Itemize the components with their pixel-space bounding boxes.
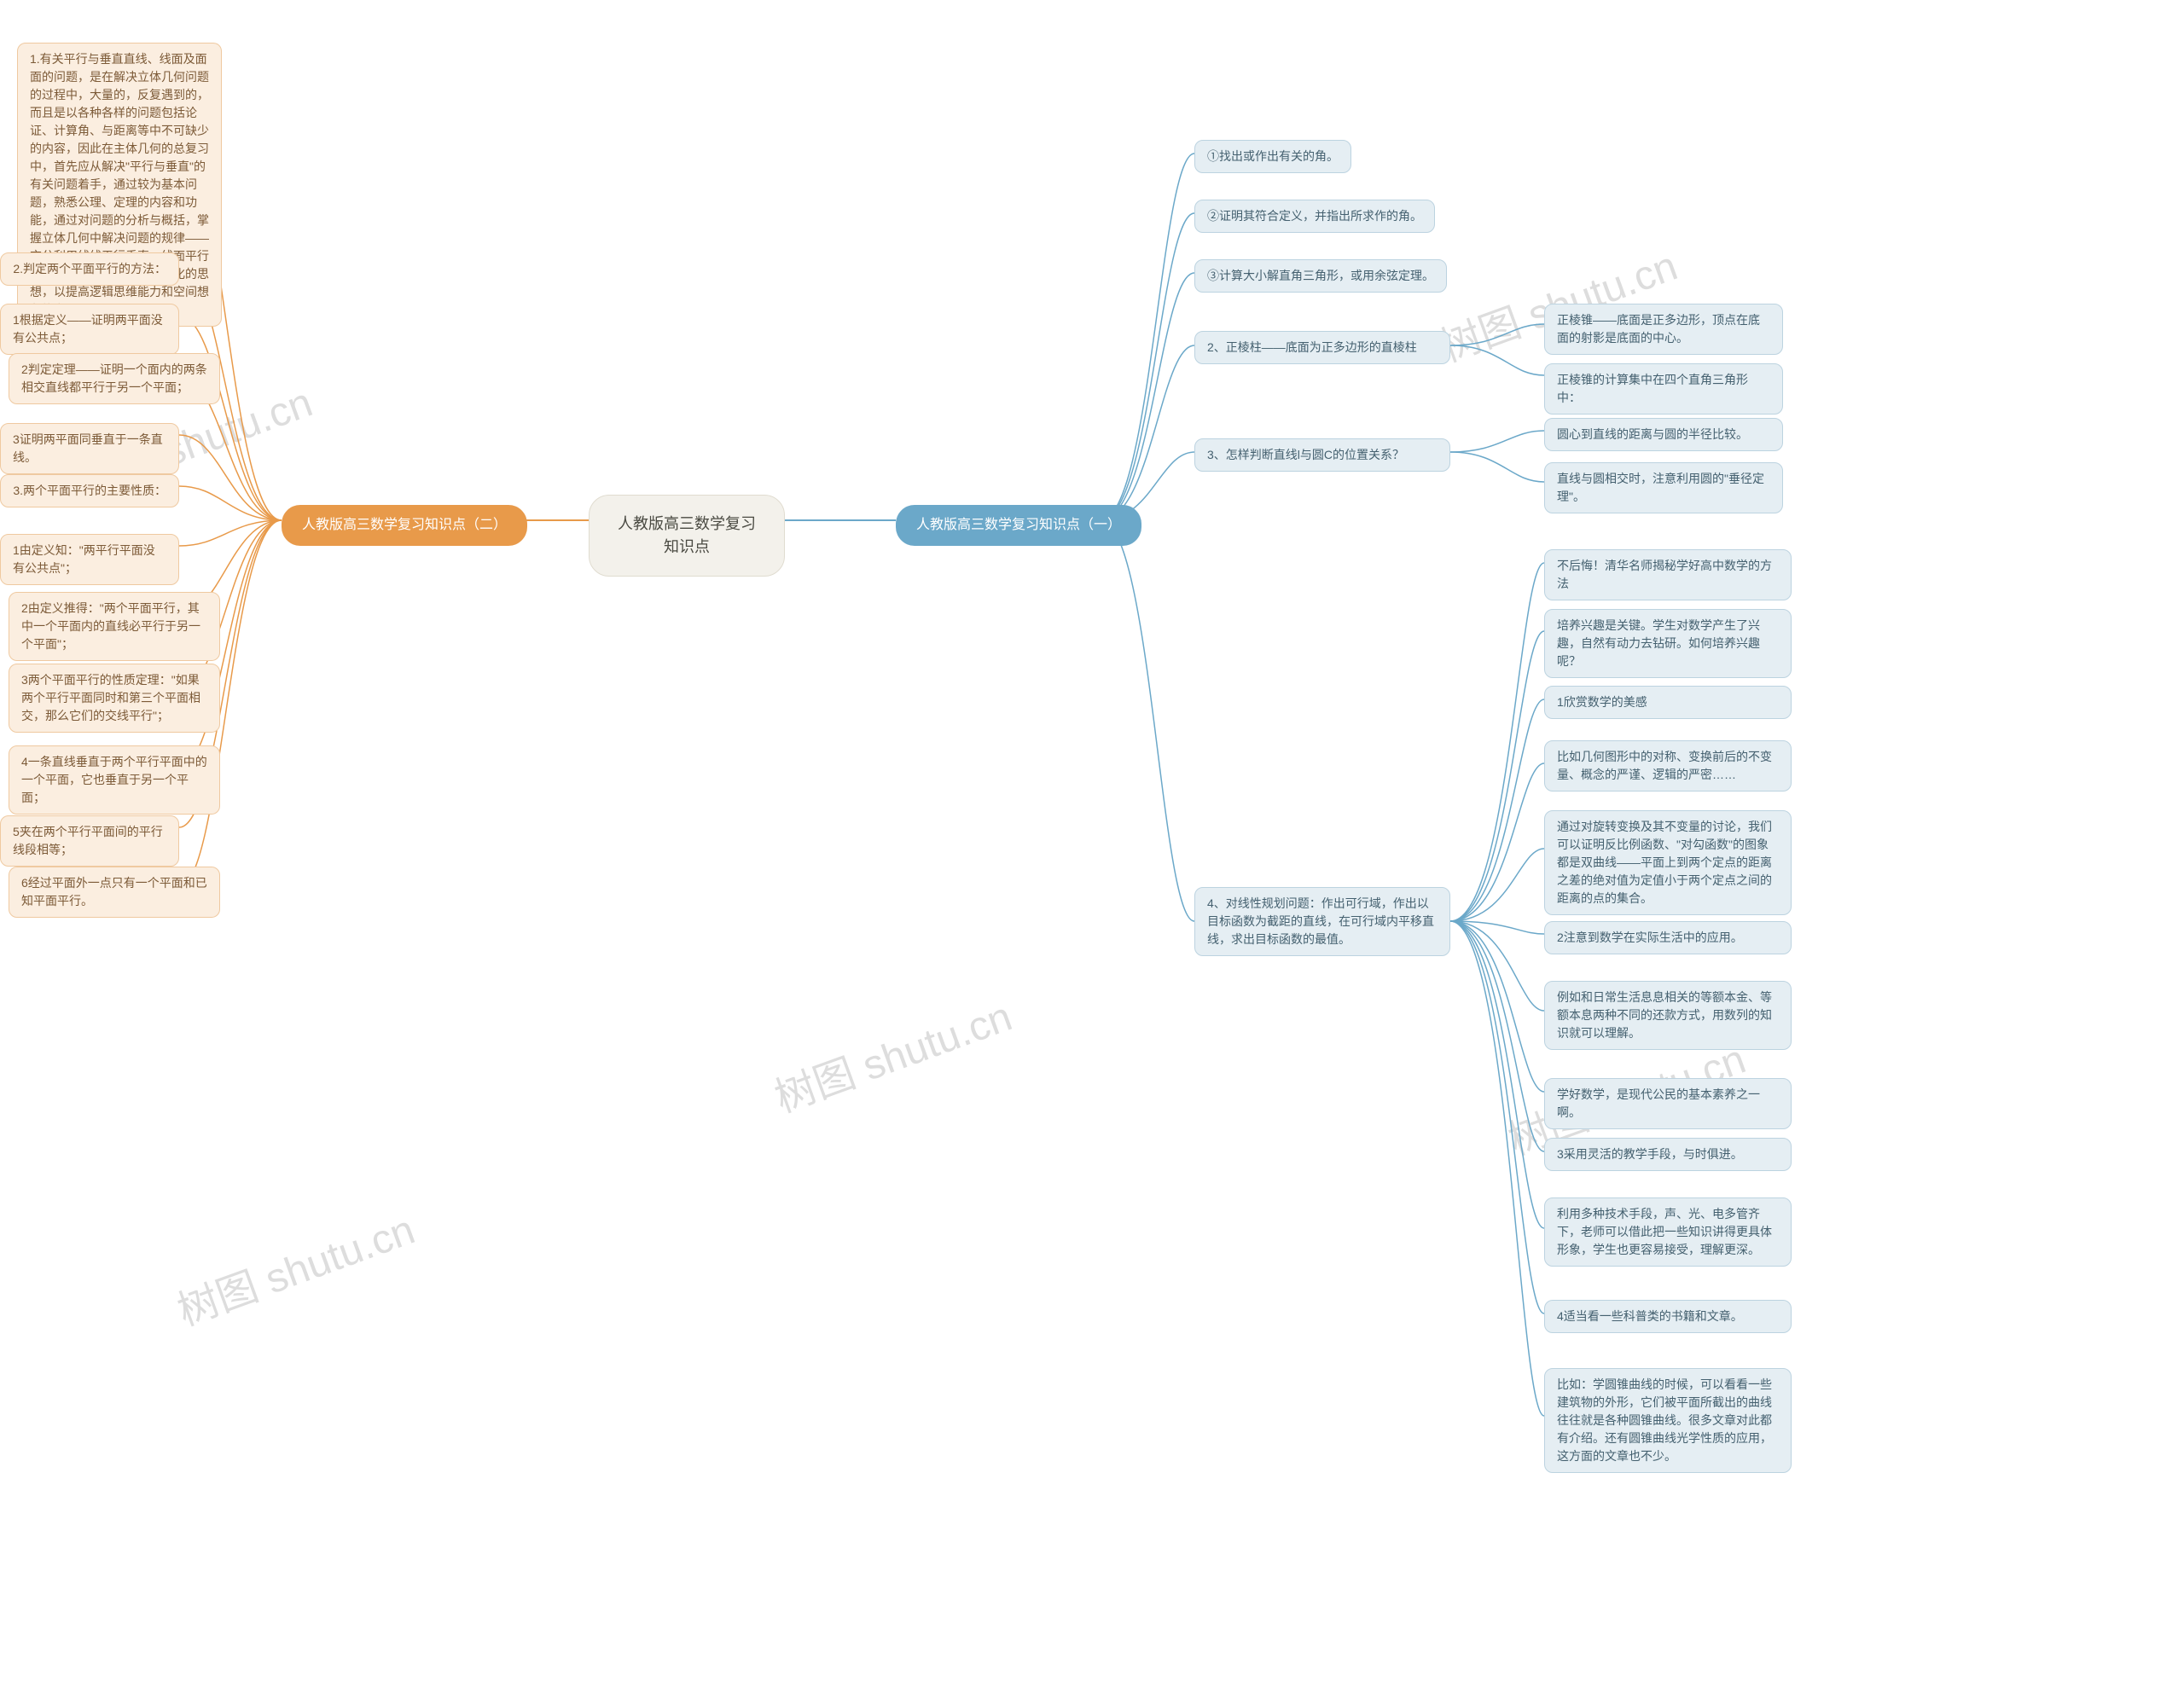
r3-child-a[interactable]: 圆心到直线的距离与圆的半径比较。 (1544, 418, 1783, 451)
r4-child-h[interactable]: 学好数学，是现代公民的基本素养之一啊。 (1544, 1078, 1792, 1129)
root-node[interactable]: 人教版高三数学复习知识点 (589, 495, 785, 577)
right-step1[interactable]: ①找出或作出有关的角。 (1194, 140, 1351, 173)
connector-layer (0, 0, 2184, 1699)
r3-child-b[interactable]: 直线与圆相交时，注意利用圆的"垂径定理"。 (1544, 462, 1783, 513)
r4-child-c[interactable]: 1欣赏数学的美感 (1544, 686, 1792, 719)
left-leaf-3[interactable]: 1根据定义——证明两平面没有公共点； (0, 304, 179, 355)
right-r3[interactable]: 3、怎样判断直线l与圆C的位置关系？ (1194, 438, 1450, 472)
left-leaf-6[interactable]: 3.两个平面平行的主要性质： (0, 474, 179, 507)
r4-child-k[interactable]: 4适当看一些科普类的书籍和文章。 (1544, 1300, 1792, 1333)
left-leaf-4[interactable]: 2判定定理——证明一个面内的两条相交直线都平行于另一个平面； (9, 353, 220, 404)
branch-right[interactable]: 人教版高三数学复习知识点（一） (896, 505, 1141, 546)
left-leaf-7[interactable]: 1由定义知："两平行平面没有公共点"； (0, 534, 179, 585)
r2-child-b[interactable]: 正棱锥的计算集中在四个直角三角形中： (1544, 363, 1783, 415)
right-r4[interactable]: 4、对线性规划问题：作出可行域，作出以目标函数为截距的直线，在可行域内平移直线，… (1194, 887, 1450, 956)
left-leaf-2[interactable]: 2.判定两个平面平行的方法： (0, 252, 179, 286)
right-step3[interactable]: ③计算大小解直角三角形，或用余弦定理。 (1194, 259, 1447, 293)
r4-child-a[interactable]: 不后悔！清华名师揭秘学好高中数学的方法 (1544, 549, 1792, 600)
r4-child-i[interactable]: 3采用灵活的教学手段，与时俱进。 (1544, 1138, 1792, 1171)
r4-child-b[interactable]: 培养兴趣是关键。学生对数学产生了兴趣，自然有动力去钻研。如何培养兴趣呢？ (1544, 609, 1792, 678)
r4-child-l[interactable]: 比如：学圆锥曲线的时候，可以看看一些建筑物的外形，它们被平面所截出的曲线往往就是… (1544, 1368, 1792, 1473)
left-leaf-11[interactable]: 5夹在两个平行平面间的平行线段相等； (0, 815, 179, 867)
r4-child-d[interactable]: 比如几何图形中的对称、变换前后的不变量、概念的严谨、逻辑的严密…… (1544, 740, 1792, 792)
r4-child-j[interactable]: 利用多种技术手段，声、光、电多管齐下，老师可以借此把一些知识讲得更具体形象，学生… (1544, 1197, 1792, 1267)
left-leaf-10[interactable]: 4一条直线垂直于两个平行平面中的一个平面，它也垂直于另一个平面； (9, 745, 220, 815)
r4-child-g[interactable]: 例如和日常生活息息相关的等额本金、等额本息两种不同的还款方式，用数列的知识就可以… (1544, 981, 1792, 1050)
right-r2[interactable]: 2、正棱柱——底面为正多边形的直棱柱 (1194, 331, 1450, 364)
left-leaf-5[interactable]: 3证明两平面同垂直于一条直线。 (0, 423, 179, 474)
branch-left[interactable]: 人教版高三数学复习知识点（二） (282, 505, 527, 546)
left-leaf-12[interactable]: 6经过平面外一点只有一个平面和已知平面平行。 (9, 867, 220, 918)
watermark: 树图 shutu.cn (765, 983, 1019, 1123)
r4-child-e[interactable]: 通过对旋转变换及其不变量的讨论，我们可以证明反比例函数、"对勾函数"的图象都是双… (1544, 810, 1792, 915)
r4-child-f[interactable]: 2注意到数学在实际生活中的应用。 (1544, 921, 1792, 954)
watermark: 树图 shutu.cn (168, 1196, 421, 1337)
left-leaf-9[interactable]: 3两个平面平行的性质定理："如果两个平行平面同时和第三个平面相交，那么它们的交线… (9, 664, 220, 733)
right-step2[interactable]: ②证明其符合定义，并指出所求作的角。 (1194, 200, 1435, 233)
left-leaf-8[interactable]: 2由定义推得："两个平面平行，其中一个平面内的直线必平行于另一个平面"； (9, 592, 220, 661)
r2-child-a[interactable]: 正棱锥——底面是正多边形，顶点在底面的射影是底面的中心。 (1544, 304, 1783, 355)
